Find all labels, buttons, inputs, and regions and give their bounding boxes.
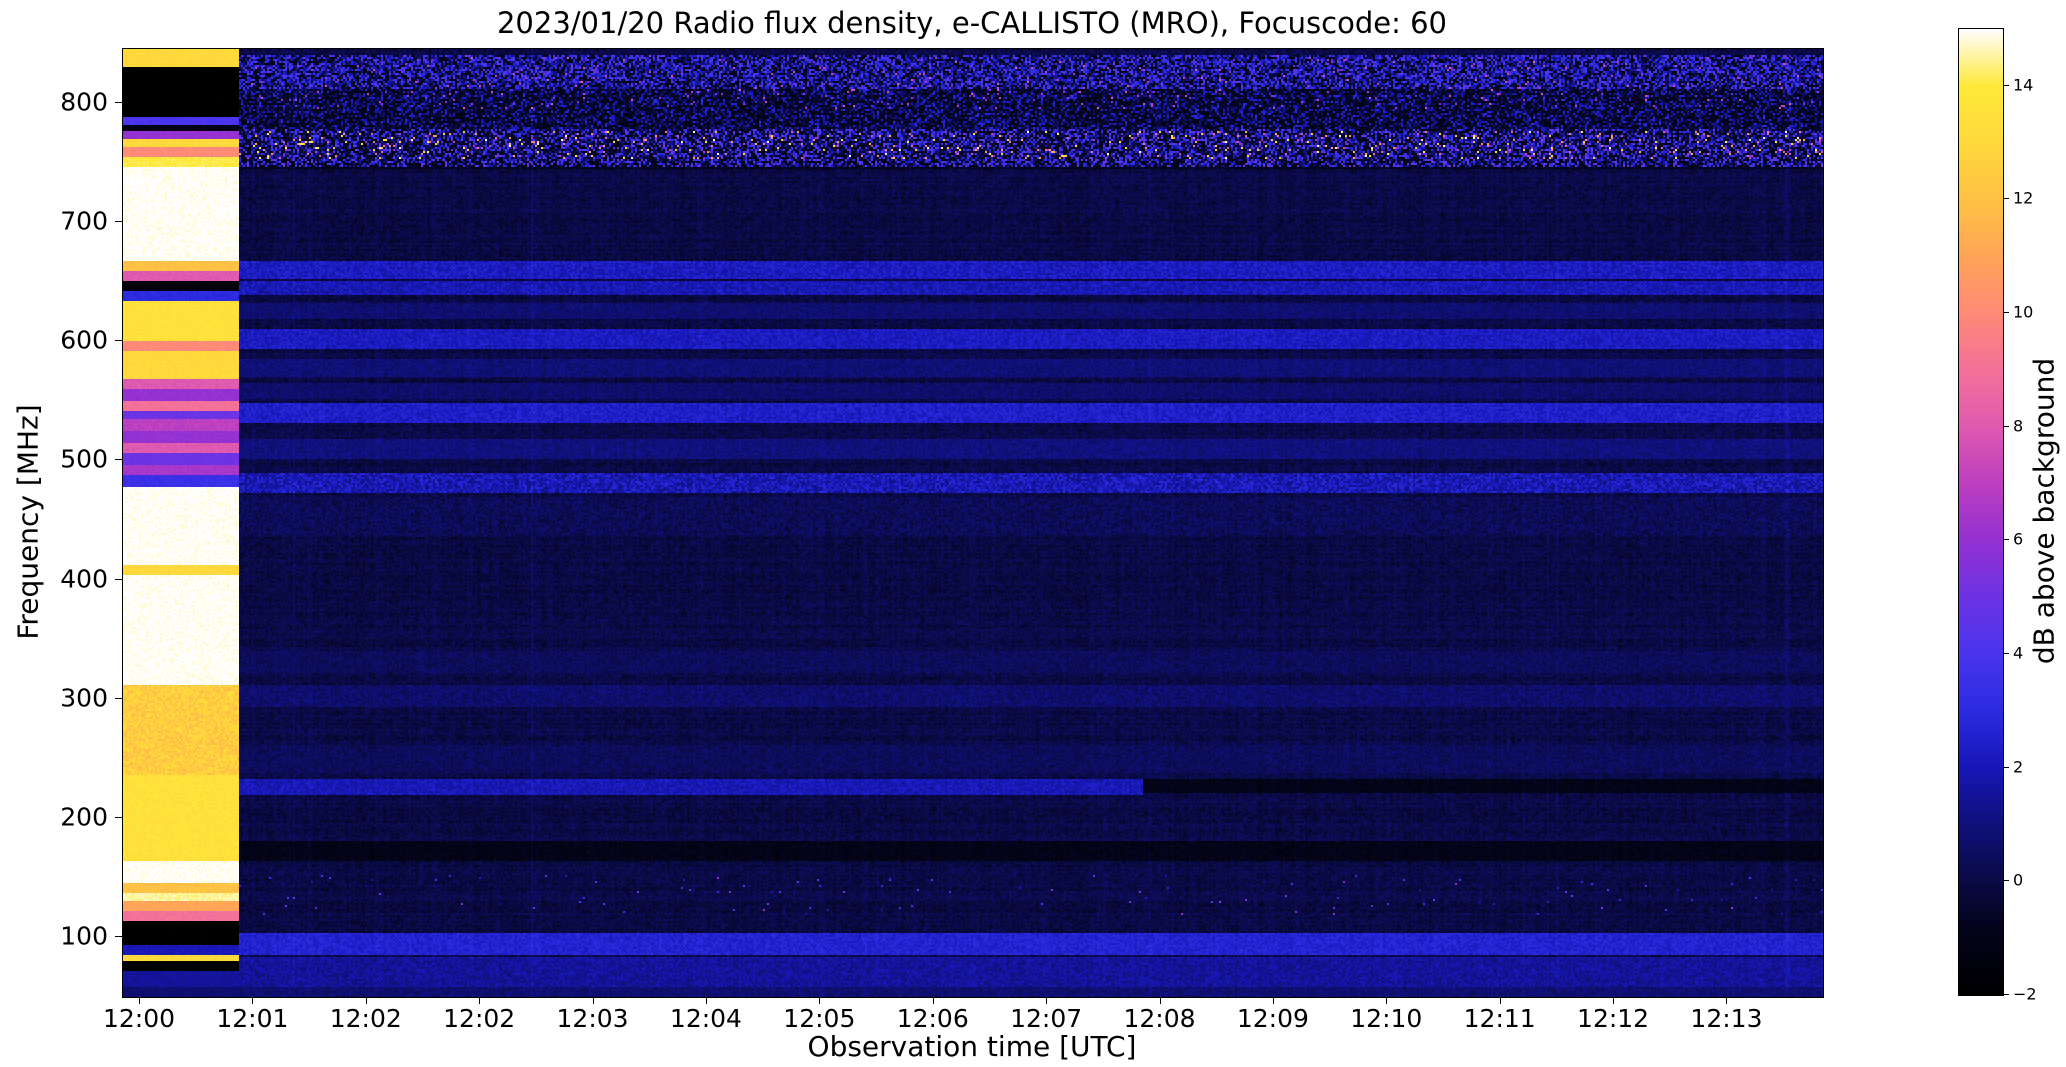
- colorbar-tick-label: 0: [2013, 870, 2024, 890]
- colorbar-tick-label: 12: [2013, 188, 2034, 208]
- colorbar-canvas: [1959, 29, 2003, 995]
- colorbar-tick-mark: [2003, 425, 2009, 427]
- x-tick-mark: [479, 997, 481, 1004]
- y-tick-mark: [115, 578, 122, 580]
- x-tick-mark: [1046, 997, 1048, 1004]
- colorbar-tick-mark: [2003, 653, 2009, 655]
- x-tick-label: 12:06: [896, 1004, 969, 1033]
- y-axis-label: Frequency [MHz]: [11, 404, 45, 640]
- colorbar-tick-mark: [2003, 994, 2009, 995]
- x-tick-label: 12:11: [1463, 1004, 1536, 1033]
- x-tick-label: 12:13: [1690, 1004, 1763, 1033]
- y-tick-label: 100: [60, 921, 108, 951]
- x-tick-label: 12:03: [556, 1004, 629, 1033]
- y-tick-mark: [115, 340, 122, 342]
- colorbar-label: dB above background: [2027, 357, 2061, 665]
- colorbar-tick-label: 8: [2013, 416, 2024, 436]
- y-tick-label: 200: [60, 802, 108, 832]
- y-tick-label: 300: [60, 683, 108, 713]
- x-axis-label: Observation time [UTC]: [807, 1030, 1137, 1063]
- colorbar: [1958, 28, 2004, 996]
- spectrogram-canvas: [123, 49, 1823, 997]
- x-tick-label: 12:02: [443, 1004, 516, 1033]
- y-tick-mark: [115, 220, 122, 222]
- x-tick-mark: [365, 997, 367, 1004]
- x-tick-label: 12:05: [783, 1004, 856, 1033]
- colorbar-tick-mark: [2003, 539, 2009, 541]
- y-tick-label: 600: [60, 325, 108, 355]
- y-tick-label: 700: [60, 206, 108, 236]
- y-tick-mark: [115, 459, 122, 461]
- colorbar-tick-mark: [2003, 198, 2009, 200]
- x-tick-mark: [252, 997, 254, 1004]
- x-tick-mark: [932, 997, 934, 1004]
- colorbar-tick-mark: [2003, 766, 2009, 768]
- x-tick-mark: [1159, 997, 1161, 1004]
- y-tick-mark: [115, 697, 122, 699]
- y-tick-mark: [115, 817, 122, 819]
- x-tick-mark: [1386, 997, 1388, 1004]
- colorbar-tick-label: −2: [2013, 984, 2037, 1004]
- y-tick-mark: [115, 936, 122, 938]
- y-tick-label: 800: [60, 87, 108, 117]
- colorbar-tick-label: 10: [2013, 302, 2034, 322]
- x-tick-mark: [819, 997, 821, 1004]
- x-tick-mark: [1499, 997, 1501, 1004]
- x-tick-mark: [1726, 997, 1728, 1004]
- x-tick-label: 12:12: [1577, 1004, 1650, 1033]
- chart-title: 2023/01/20 Radio flux density, e-CALLIST…: [496, 6, 1447, 40]
- x-tick-mark: [1613, 997, 1615, 1004]
- y-tick-label: 500: [60, 444, 108, 474]
- spectrogram-plot: [122, 48, 1824, 998]
- x-tick-label: 12:10: [1350, 1004, 1423, 1033]
- x-tick-label: 12:07: [1010, 1004, 1083, 1033]
- x-tick-label: 12:04: [669, 1004, 742, 1033]
- colorbar-tick-label: 14: [2013, 75, 2034, 95]
- x-tick-label: 12:09: [1236, 1004, 1309, 1033]
- colorbar-tick-label: 2: [2013, 757, 2024, 777]
- x-tick-label: 12:01: [216, 1004, 289, 1033]
- x-tick-mark: [139, 997, 140, 1004]
- y-tick-mark: [115, 101, 122, 103]
- x-tick-label: 12:08: [1123, 1004, 1196, 1033]
- x-tick-mark: [1272, 997, 1274, 1004]
- colorbar-tick-mark: [2003, 84, 2009, 86]
- x-tick-label: 12:00: [102, 1004, 176, 1033]
- colorbar-tick-label: 6: [2013, 529, 2024, 549]
- x-tick-label: 12:02: [329, 1004, 402, 1033]
- colorbar-tick-mark: [2003, 880, 2009, 882]
- x-tick-mark: [705, 997, 707, 1004]
- y-tick-label: 400: [60, 564, 108, 594]
- colorbar-tick-label: 4: [2013, 643, 2024, 663]
- x-tick-mark: [592, 997, 594, 1004]
- colorbar-tick-mark: [2003, 312, 2009, 314]
